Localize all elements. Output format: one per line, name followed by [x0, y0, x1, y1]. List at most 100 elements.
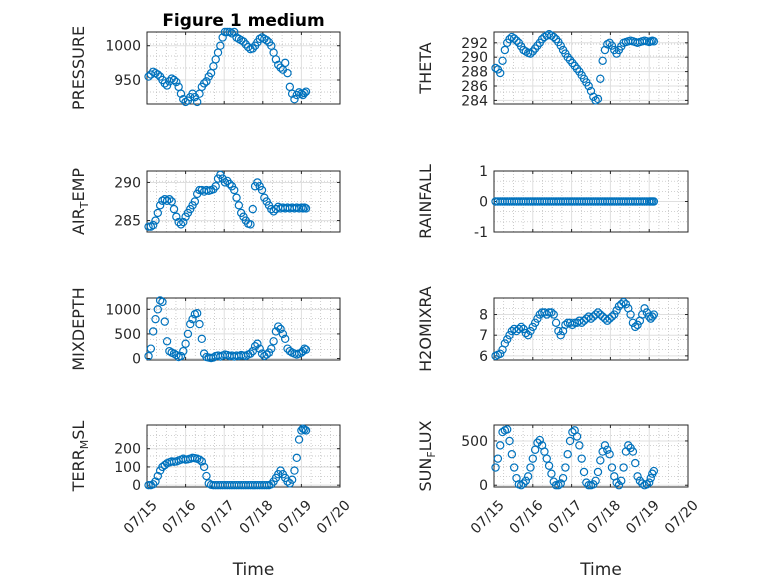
data-point	[253, 339, 262, 348]
data-point	[188, 314, 197, 324]
data-point	[300, 425, 309, 434]
x-tick-label: 07/18	[237, 497, 277, 537]
data-point	[192, 309, 202, 318]
data-point	[500, 339, 510, 348]
data-point	[218, 33, 227, 42]
data-point	[280, 334, 290, 344]
x-tick-label: 07/16	[507, 497, 547, 537]
data-point	[600, 441, 610, 450]
data-point	[605, 450, 614, 459]
y-tick-label: 284	[461, 93, 488, 109]
data-point	[232, 193, 241, 202]
data-point	[640, 304, 649, 313]
data-point	[649, 466, 659, 476]
data-point	[547, 469, 556, 478]
data-point	[498, 427, 507, 437]
data-point	[507, 450, 517, 459]
data-point	[491, 63, 500, 73]
data-point	[496, 349, 505, 358]
data-point	[234, 201, 244, 210]
data-point	[551, 318, 561, 327]
data-point	[596, 456, 605, 465]
data-point	[162, 81, 172, 90]
data-point	[241, 40, 251, 49]
data-point	[554, 326, 563, 336]
data-point	[211, 182, 220, 191]
data-point	[179, 217, 188, 227]
x-tick-label: 07/17	[198, 497, 238, 537]
data-point	[301, 204, 311, 213]
y-tick-label: 0	[479, 195, 488, 211]
subplot-terr_msl: 0 100 200 TERRMSL 07/1507/1607/1707/1807/190…	[69, 421, 354, 580]
data-point	[148, 220, 158, 230]
data-point	[603, 40, 612, 49]
y-tick-label: 1000	[105, 302, 141, 318]
data-point	[174, 217, 183, 227]
data-point	[151, 314, 160, 324]
data-point	[579, 467, 589, 477]
data-point	[621, 300, 631, 309]
data-point	[614, 481, 624, 490]
data-point	[269, 207, 278, 216]
data-point	[591, 476, 600, 485]
y-axis-label: PRESSURE	[69, 26, 88, 110]
y-tick-label: 0	[132, 352, 141, 368]
data-point	[241, 351, 251, 361]
data-point	[509, 463, 519, 472]
data-point	[144, 351, 153, 361]
data-point	[301, 426, 311, 435]
data-point	[645, 478, 654, 487]
x-tick-label: 07/19	[275, 497, 315, 537]
data-point	[514, 324, 524, 334]
axes-box	[146, 424, 341, 488]
data-point	[202, 471, 211, 481]
data-point	[519, 479, 528, 488]
data-point	[549, 32, 558, 42]
data-point	[155, 201, 165, 210]
data-point	[199, 79, 209, 88]
y-tick-label: 1	[479, 164, 488, 180]
subplot-air_temp: 285 290 AIRTEMP	[69, 168, 341, 235]
y-axis-label: H2OMIXRA	[416, 286, 435, 372]
data-point	[635, 476, 645, 485]
y-tick-label: 6	[479, 349, 488, 365]
data-point	[153, 208, 163, 218]
data-point	[633, 472, 642, 481]
data-point	[151, 216, 160, 225]
data-point	[516, 322, 526, 332]
data-point	[216, 41, 225, 50]
data-point	[176, 89, 186, 98]
data-point	[533, 314, 542, 323]
y-tick-label: 7	[479, 328, 488, 344]
data-point	[596, 74, 605, 84]
data-point	[568, 320, 577, 330]
data-point	[290, 466, 299, 475]
y-axis-label: RAINFALL	[416, 164, 435, 239]
data-point	[274, 322, 283, 331]
data-point	[301, 345, 311, 354]
axes-box	[146, 170, 341, 233]
data-point	[605, 314, 614, 323]
subplot-mixdepth: 0 500 1000 MIXDEPTH	[69, 287, 341, 371]
data-point	[186, 319, 195, 329]
data-point	[301, 87, 311, 96]
data-point	[584, 81, 593, 91]
data-point	[230, 27, 239, 37]
data-point	[246, 349, 255, 358]
data-point	[278, 329, 288, 339]
data-point	[496, 68, 505, 78]
data-point	[617, 476, 626, 485]
data-point	[297, 89, 306, 98]
data-point	[148, 327, 158, 336]
data-point	[521, 476, 531, 485]
data-point	[631, 458, 640, 468]
data-point	[172, 212, 181, 221]
y-tick-label: 950	[114, 73, 141, 89]
data-point	[584, 481, 593, 490]
data-point	[603, 445, 612, 454]
y-tick-label: 100	[114, 460, 141, 476]
data-point	[271, 55, 281, 64]
data-point	[192, 97, 202, 107]
data-point	[523, 331, 533, 340]
